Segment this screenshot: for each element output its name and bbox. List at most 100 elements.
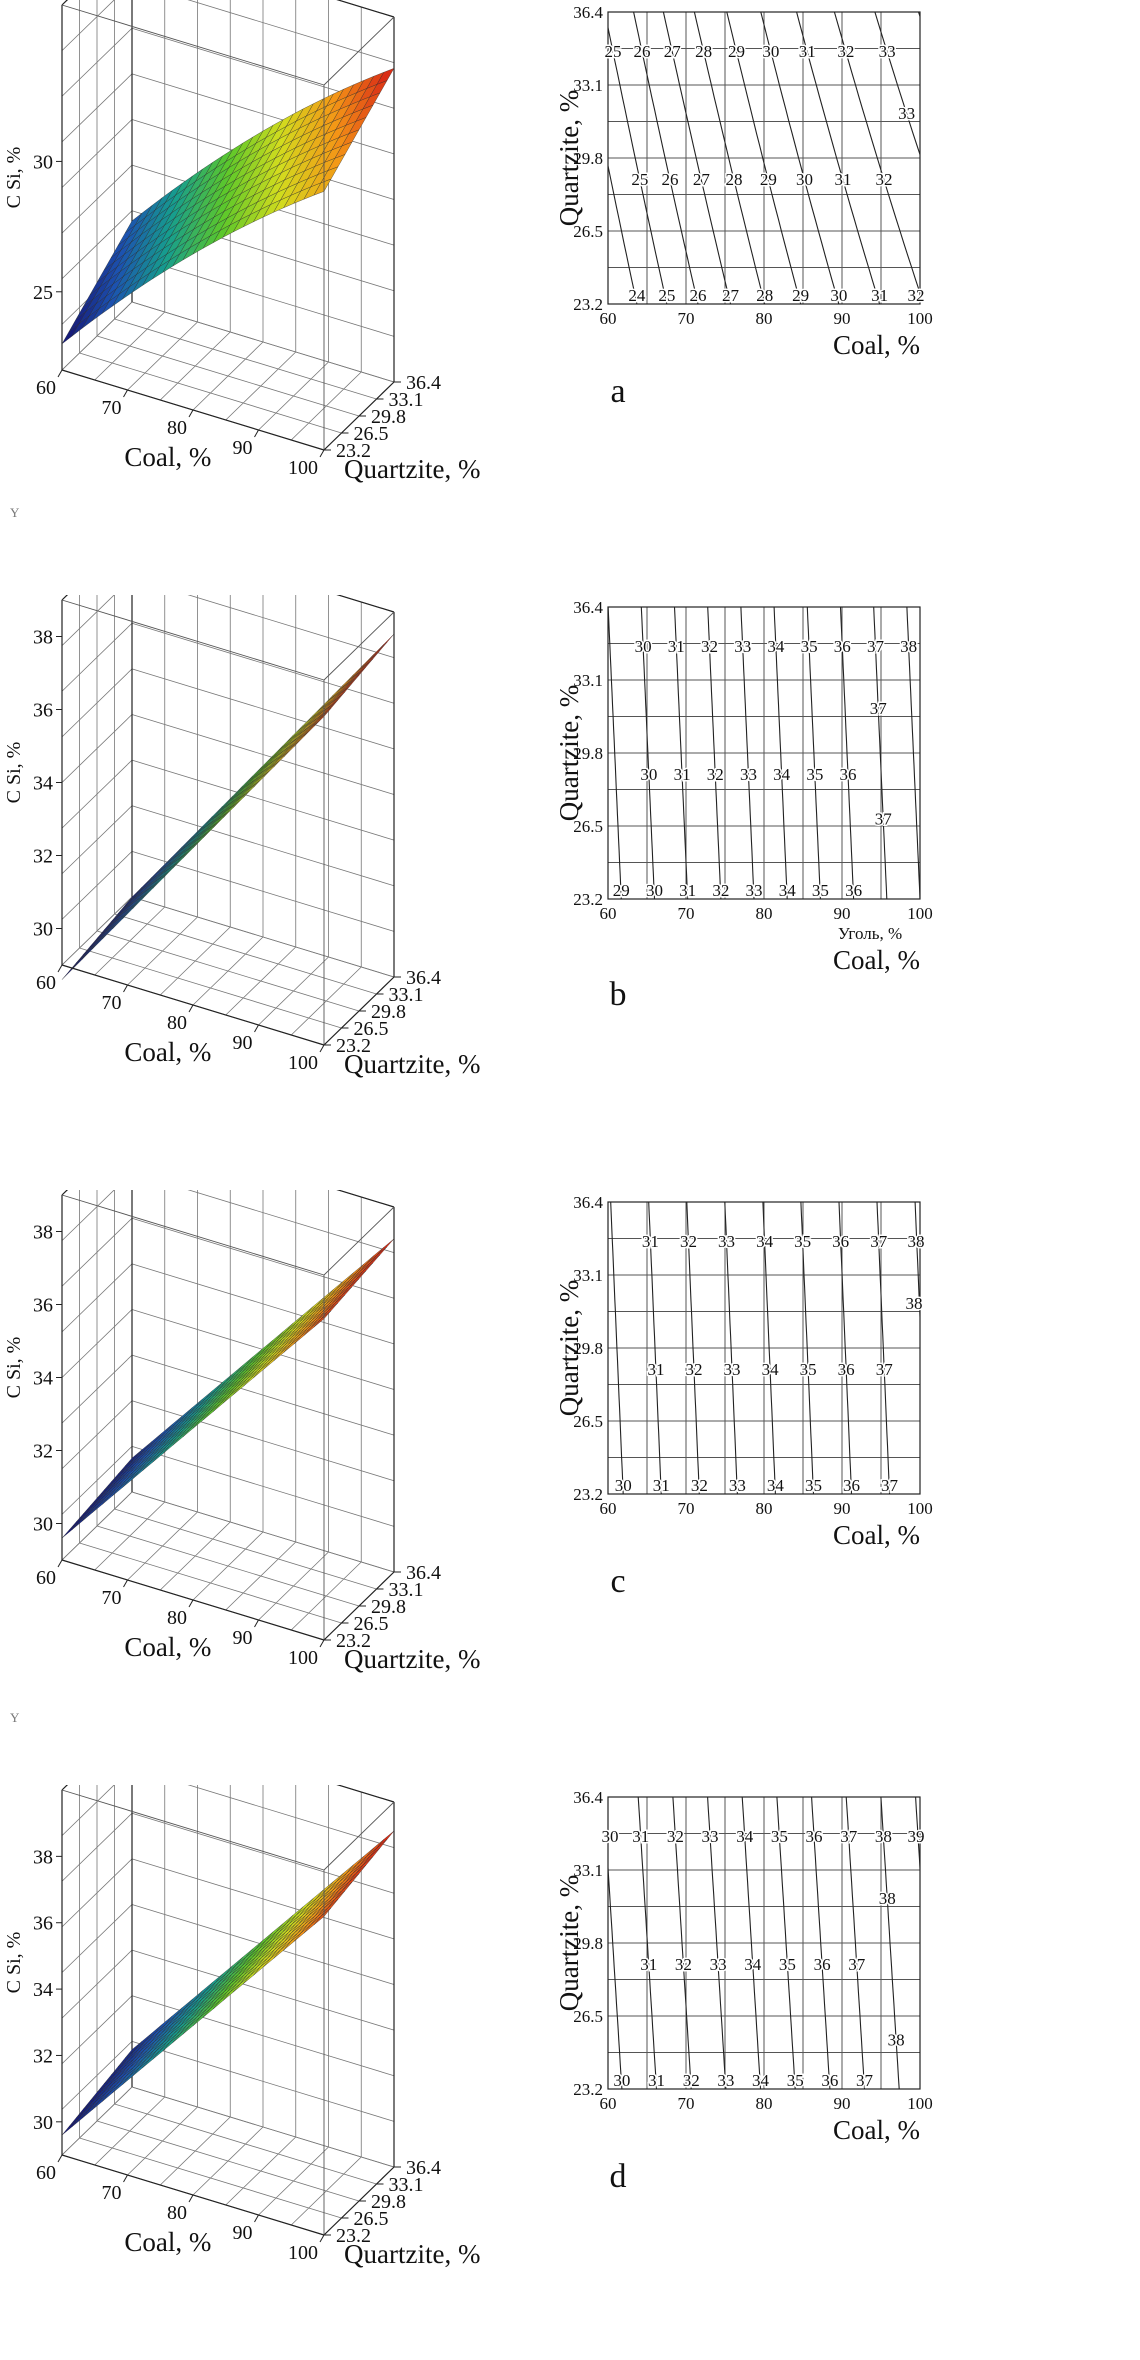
surface-facet	[366, 1247, 385, 1264]
contour-line-label: 35	[805, 1476, 822, 1495]
quartzite-tick-label: 26.5	[354, 2208, 389, 2230]
contour-y-tick-label: 23.2	[573, 1485, 603, 1504]
contour-lines	[608, 12, 920, 304]
contour-line-label: 31	[871, 286, 888, 305]
coal-tick-mark	[123, 984, 128, 993]
floor-gridline	[96, 2120, 360, 2202]
contour-line-label: 38	[879, 1889, 896, 1908]
contour-line	[874, 12, 920, 157]
surface-facet	[68, 2109, 87, 2127]
contour-line-label: 37	[870, 699, 888, 718]
z-axis-label: C Si, %	[3, 147, 25, 209]
floor-gridline	[96, 930, 360, 1012]
contour-line-label: 34	[773, 765, 791, 784]
contour-y-tick-label: 33.1	[573, 671, 603, 690]
contour-plot-frame	[607, 11, 921, 305]
contour-line	[762, 1202, 776, 1494]
quartzite-tick-label: 29.8	[371, 2191, 406, 2213]
surface-facet	[71, 950, 90, 970]
surface-facet	[313, 178, 332, 196]
coal-tick-mark	[123, 2174, 128, 2183]
contour-y-tick-label: 23.2	[573, 890, 603, 909]
panel-d: 30 32 34 36 38 C Si, % 60 70 80 90 100 Coal, % 23.2 2…	[0, 1785, 1140, 2355]
z-tick-label: 34	[33, 1979, 53, 2001]
contour-line-label: 36	[840, 765, 857, 784]
contour-line-label: 36	[806, 1827, 823, 1846]
contour-line-label: 32	[712, 881, 729, 900]
surface-facet	[78, 1505, 97, 1522]
quartzite-tick-label: 26.5	[354, 423, 389, 445]
contour-line-label: 35	[771, 1827, 788, 1846]
contour-line	[838, 1202, 853, 1494]
contour-line-label: 31	[668, 637, 685, 656]
coal-tick-mark	[188, 409, 194, 418]
contour-line	[914, 1202, 920, 1330]
contour-line-label: 24	[628, 286, 646, 305]
surface-facet	[359, 1255, 378, 1272]
quartzite-tick-label: 23.2	[336, 2225, 371, 2247]
box-edge	[323, 1801, 395, 1871]
coal-tick-label: 70	[102, 1587, 122, 1609]
contour-line-label: 36	[838, 1360, 855, 1379]
contour-line-label: 28	[726, 170, 743, 189]
floor-gridline	[79, 2137, 342, 2219]
coal-tick-mark	[254, 1024, 259, 1033]
contour-line-label: 35	[812, 881, 829, 900]
z-tick-label: 32	[33, 1441, 53, 1463]
surface-facet	[369, 1839, 388, 1857]
surface-facet	[313, 1907, 332, 1926]
quartzite-tick-label: 36.4	[406, 2157, 441, 2179]
contour-x-axis-label: Coal, %	[833, 2115, 920, 2145]
contour-line-label: 34	[736, 1827, 754, 1846]
surface-facet	[313, 1310, 332, 1328]
contour-plot-frame	[607, 606, 921, 900]
contour-line-label: 37	[875, 809, 893, 828]
contour-line-label: 37	[870, 1232, 888, 1251]
coal-axis-label: Coal, %	[124, 1632, 211, 1662]
contour-line	[662, 12, 732, 304]
coal-tick-mark	[57, 2154, 63, 2163]
contour-line	[876, 1202, 891, 1494]
contour-line-label: 35	[806, 765, 823, 784]
contour-line-label: 32	[667, 1827, 684, 1846]
contour-x-tick-label: 80	[756, 904, 773, 923]
contour-line-label: 36	[832, 1232, 849, 1251]
surface-facet	[376, 1238, 395, 1256]
contour-line-label: 31	[679, 881, 696, 900]
contour-x-tick-label: 100	[907, 309, 933, 328]
quartzite-tick-label: 36.4	[406, 372, 441, 394]
contour-x-tick-label: 60	[600, 2094, 617, 2113]
contour-line-label: 30	[615, 1476, 632, 1495]
contour-line-label: 29	[760, 170, 777, 189]
contour-line	[648, 1202, 662, 1494]
contour-line	[760, 12, 840, 304]
contour-line-label: 35	[801, 637, 818, 656]
contour-line-label: 38	[906, 1294, 923, 1313]
contour-y-tick-label: 29.8	[573, 1339, 603, 1358]
contour-y-tick-label: 29.8	[573, 149, 603, 168]
quartzite-tick-label: 33.1	[389, 984, 424, 1006]
contour-line	[693, 12, 766, 304]
contour-lines	[608, 607, 920, 899]
contour-line-label: 38	[900, 637, 917, 656]
stray-mark-c: Y	[10, 1710, 20, 1725]
box-edge	[336, 1785, 395, 1803]
coal-tick-mark	[254, 2214, 259, 2223]
coal-tick-label: 90	[233, 1032, 253, 1054]
floor-gridline	[114, 318, 377, 400]
floor-gridline	[114, 913, 377, 995]
contour-x-tick-label: 70	[678, 904, 695, 923]
contour-line-label: 33	[740, 765, 757, 784]
quartzite-tick-label: 33.1	[389, 1579, 424, 1601]
contour-line	[637, 1797, 658, 2089]
contour-line-label: 38	[888, 2030, 905, 2049]
contour-line-label: 28	[756, 286, 773, 305]
contour-line	[672, 1797, 692, 2089]
quartzite-tick-label: 33.1	[389, 389, 424, 411]
contour-line-label: 32	[683, 2071, 700, 2090]
contour-line	[740, 607, 755, 899]
contour-line-label: 32	[691, 1476, 708, 1495]
box-edge	[323, 1206, 395, 1276]
contour-x-tick-label: 60	[600, 309, 617, 328]
box-edge	[61, 4, 325, 86]
